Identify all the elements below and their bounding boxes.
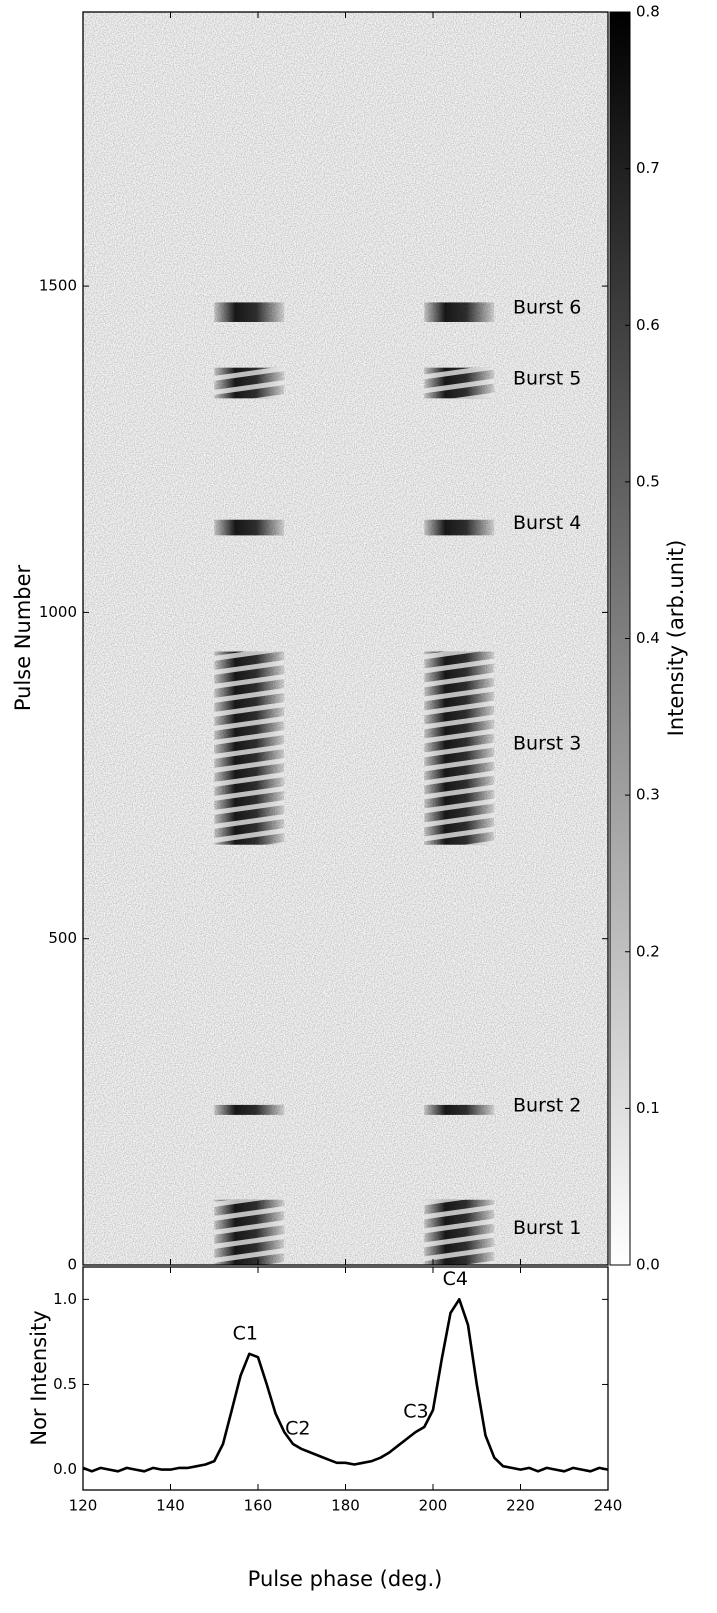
y-tick-label: 0.5 xyxy=(53,1375,77,1393)
colorbar-tick-label: 0.4 xyxy=(636,629,660,647)
burst-region xyxy=(214,302,285,322)
burst-stripes xyxy=(424,651,495,845)
burst-region xyxy=(424,1104,495,1115)
component-label: C3 xyxy=(403,1401,428,1423)
burst-stripes xyxy=(424,1199,495,1265)
y-tick-label: 1000 xyxy=(39,603,77,621)
colorbar-tick-label: 0.5 xyxy=(636,472,660,490)
colorbar-tick-label: 0.1 xyxy=(636,1099,660,1117)
y-axis-label: Pulse Number xyxy=(11,564,35,711)
x-tick-label: 220 xyxy=(506,1497,535,1515)
burst-label: Burst 4 xyxy=(513,512,581,534)
colorbar-tick-label: 0.2 xyxy=(636,942,660,960)
x-tick-label: 180 xyxy=(331,1497,360,1515)
x-tick-label: 240 xyxy=(594,1497,623,1515)
burst-stripes xyxy=(424,367,495,399)
y-tick-label: 1500 xyxy=(39,277,77,295)
burst-label: Burst 6 xyxy=(513,297,581,319)
burst-stripes xyxy=(214,1199,285,1265)
burst-stripes xyxy=(214,651,285,845)
x-axis-label: Pulse phase (deg.) xyxy=(248,1567,443,1591)
heatmap-noise xyxy=(83,12,608,1265)
colorbar-tick-label: 0.8 xyxy=(636,3,660,21)
burst-stripes xyxy=(214,367,285,399)
burst-label: Burst 5 xyxy=(513,368,581,390)
burst-label: Burst 1 xyxy=(513,1217,581,1239)
bursts xyxy=(214,302,495,1265)
y-tick-label: 0.0 xyxy=(53,1460,77,1478)
colorbar-tick-label: 0.0 xyxy=(636,1256,660,1274)
y-tick-label: 0 xyxy=(67,1256,77,1274)
component-label: C1 xyxy=(233,1322,258,1344)
x-tick-label: 140 xyxy=(156,1497,185,1515)
burst-region xyxy=(424,519,495,536)
plot-background xyxy=(83,1267,608,1490)
colorbar-label: Intensity (arb.unit) xyxy=(664,540,688,737)
y-tick-label: 500 xyxy=(48,929,77,947)
colorbar-tick-label: 0.7 xyxy=(636,159,660,177)
y-tick-label: 1.0 xyxy=(53,1290,77,1308)
colorbar-tick-label: 0.6 xyxy=(636,316,660,334)
x-tick-label: 120 xyxy=(69,1497,98,1515)
burst-region xyxy=(214,1104,285,1115)
burst-label: Burst 3 xyxy=(513,733,581,755)
colorbar-tick-label: 0.3 xyxy=(636,786,660,804)
x-tick-label: 160 xyxy=(244,1497,273,1515)
profile-line xyxy=(82,1298,609,1473)
component-label: C4 xyxy=(443,1268,468,1290)
component-label: C2 xyxy=(285,1418,310,1440)
x-tick-label: 200 xyxy=(419,1497,448,1515)
y-axis-label: Nor Intensity xyxy=(27,1310,51,1445)
burst-region xyxy=(424,302,495,322)
plot-frame xyxy=(82,11,609,1266)
burst-label: Burst 2 xyxy=(513,1095,581,1117)
plot-frame xyxy=(82,1266,609,1491)
burst-region xyxy=(214,519,285,536)
